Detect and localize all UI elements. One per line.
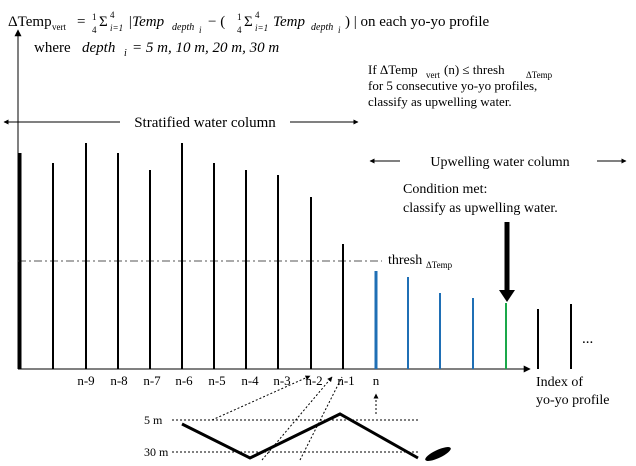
formula-part: 4	[110, 10, 115, 20]
formula-part: − (	[208, 14, 225, 30]
profile-bars	[18, 143, 572, 369]
formula-part: |Temp	[128, 14, 165, 30]
formula-part: i=1	[110, 23, 123, 33]
formula-part: =	[77, 14, 85, 30]
x-axis-label: yo-yo profile	[536, 393, 609, 408]
condition-text: classify as upwelling water.	[403, 201, 558, 216]
x-label: n-9	[77, 373, 94, 388]
rule-part: vert	[426, 70, 440, 80]
x-label: n-4	[241, 373, 259, 388]
pointer-line	[211, 375, 311, 421]
formula-part: Σ	[244, 14, 253, 30]
pointer-lines	[211, 375, 379, 461]
condition-arrowhead	[499, 290, 515, 302]
rule-part: for 5 consecutive yo-yo profiles,	[368, 78, 537, 93]
ellipsis: ...	[582, 331, 593, 347]
x-label: n-7	[143, 373, 161, 388]
formula-part: ) | on each yo-yo profile	[345, 14, 490, 30]
threshold-label: thresh	[388, 253, 422, 268]
yoyo-path	[181, 412, 419, 460]
formula-part: 4	[237, 25, 242, 35]
where: where depth i = 5 m, 10 m, 20 m, 30 m	[34, 40, 279, 59]
x-label: n-2	[305, 373, 322, 388]
x-label: n-6	[175, 373, 193, 388]
x-label: n-3	[273, 373, 290, 388]
formula-part: i=1	[255, 23, 268, 33]
x-label: n-8	[110, 373, 127, 388]
x-label: n-5	[208, 373, 225, 388]
region-label: Upwelling water column	[430, 155, 569, 170]
rule-part: (n) ≤ thresh	[444, 62, 505, 77]
formula-part: i	[199, 25, 202, 35]
x-label: n	[373, 373, 380, 388]
where-part: depth	[82, 40, 115, 56]
depth-label: 5 m	[144, 413, 163, 427]
formula-part: depth	[172, 22, 194, 33]
formula: ΔTemp vert = 1 4 Σ 4 i=1 |Temp depth i −…	[8, 10, 490, 35]
rule-part: ΔTemp	[526, 70, 553, 80]
formula-part: vert	[52, 22, 66, 32]
condition-text: Condition met:	[403, 182, 487, 197]
where-part: = 5 m, 10 m, 20 m, 30 m	[132, 40, 279, 56]
x-axis-label: Index of	[536, 375, 583, 390]
formula-part: Σ	[99, 14, 108, 30]
where-part: where	[34, 40, 71, 56]
where-part: i	[124, 48, 127, 59]
rule-part: classify as upwelling water.	[368, 94, 512, 109]
x-labels: n-9 n-8 n-7 n-6 n-5 n-4 n-3 n-2 n-1 n	[77, 373, 379, 388]
formula-part: 1	[92, 12, 97, 22]
formula-part: 4	[255, 10, 260, 20]
formula-part: 1	[237, 12, 242, 22]
depth-label: 30 m	[144, 445, 169, 459]
formula-part: Temp	[273, 14, 305, 30]
formula-part: depth	[311, 22, 333, 33]
pointer-line	[299, 376, 343, 461]
formula-part: 4	[92, 25, 97, 35]
region-label: Stratified water column	[134, 115, 276, 131]
rule: If ΔTemp vert (n) ≤ thresh ΔTemp for 5 c…	[368, 62, 553, 109]
formula-part: ΔTemp	[8, 14, 52, 30]
rule-part: If ΔTemp	[368, 62, 418, 77]
formula-part: i	[338, 25, 341, 35]
pointer-line	[261, 376, 333, 461]
glider	[425, 447, 451, 461]
threshold-label: ΔTemp	[426, 260, 453, 270]
x-label: n-1	[337, 373, 354, 388]
